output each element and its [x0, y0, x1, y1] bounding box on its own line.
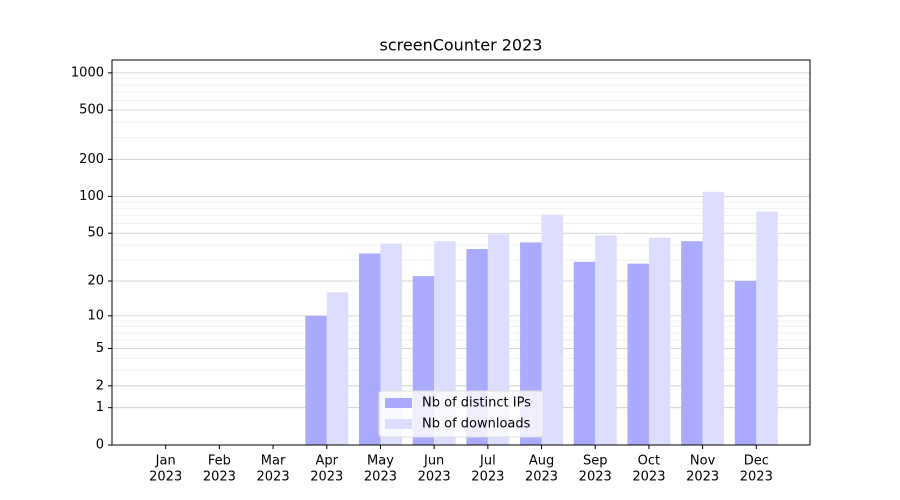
legend-box: [378, 390, 544, 438]
bar: [358, 253, 381, 445]
x-tick-label: 2023: [686, 470, 719, 485]
bar: [305, 315, 327, 445]
y-tick-label: 0: [96, 438, 104, 453]
x-tick-label: 2023: [740, 470, 773, 485]
bar: [702, 191, 725, 445]
bar: [573, 261, 596, 445]
bar: [681, 241, 703, 445]
y-tick-label: 100: [79, 189, 104, 204]
x-tick-label: Jul: [479, 454, 496, 469]
x-tick-label: Apr: [316, 454, 339, 469]
y-tick-label: 1000: [71, 65, 104, 80]
x-tick-label: Oct: [638, 454, 660, 469]
x-tick-label: 2023: [364, 470, 397, 485]
x-tick-label: 2023: [418, 470, 451, 485]
x-tick-label: Sep: [583, 454, 608, 469]
x-tick-label: 2023: [525, 470, 558, 485]
y-tick-label: 500: [79, 103, 104, 118]
y-tick-label: 20: [87, 274, 104, 289]
x-tick-label: 2023: [203, 470, 236, 485]
x-tick-label: Mar: [261, 454, 286, 469]
x-tick-label: 2023: [149, 470, 182, 485]
x-tick-label: Nov: [690, 454, 716, 469]
plot-frame: [111, 59, 811, 446]
bar: [734, 281, 757, 445]
x-tick-label: 2023: [579, 470, 612, 485]
x-tick-label: Dec: [744, 454, 769, 469]
x-tick-label: Feb: [208, 454, 231, 469]
y-tick-label: 50: [87, 226, 104, 241]
legend-label: Nb of downloads: [422, 417, 531, 432]
x-tick-label: 2023: [310, 470, 343, 485]
legend-swatch: [385, 398, 412, 408]
bar: [541, 214, 564, 445]
legend-label: Nb of distinct IPs: [422, 396, 531, 411]
chart-title: screenCounter 2023: [380, 36, 543, 55]
legend-swatch: [385, 419, 412, 429]
bar: [595, 235, 617, 445]
x-tick-label: 2023: [471, 470, 504, 485]
bar: [648, 237, 671, 445]
bar: [627, 263, 649, 445]
x-tick-label: Jun: [423, 454, 444, 469]
y-tick-label: 5: [96, 341, 104, 356]
x-tick-label: May: [367, 454, 394, 469]
x-tick-label: Aug: [529, 454, 554, 469]
y-tick-label: 2: [96, 378, 104, 393]
x-tick-label: Jan: [155, 454, 176, 469]
bar: [326, 292, 349, 445]
bar: [756, 211, 778, 445]
y-tick-label: 1: [96, 400, 104, 415]
x-tick-label: 2023: [632, 470, 665, 485]
y-tick-label: 200: [79, 152, 104, 167]
y-tick-label: 10: [87, 308, 104, 323]
x-tick-label: 2023: [257, 470, 290, 485]
